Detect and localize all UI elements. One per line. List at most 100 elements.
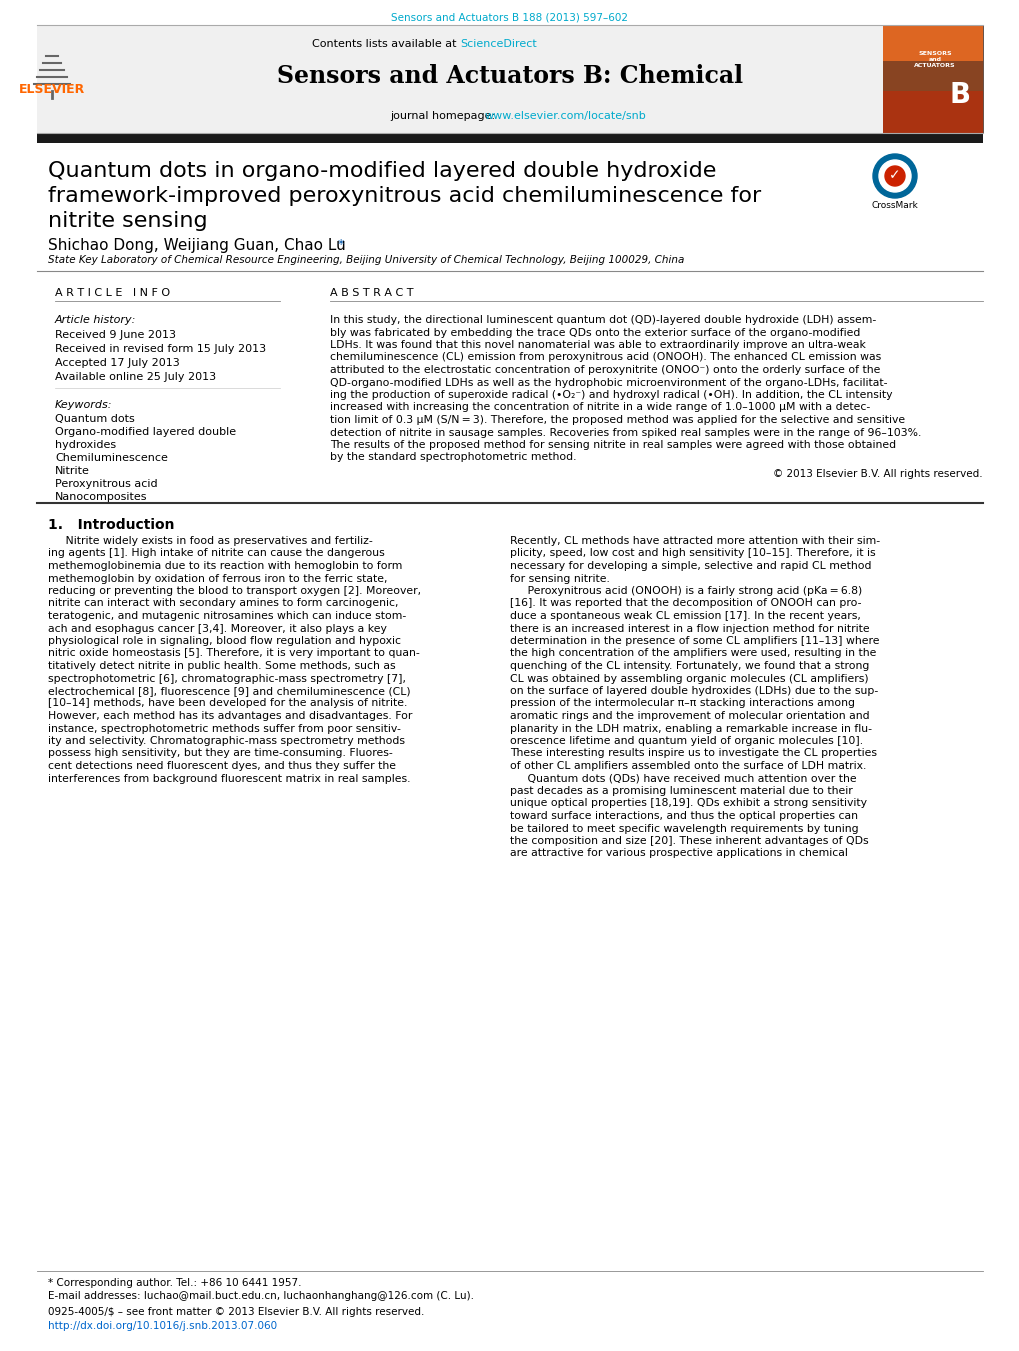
Text: orescence lifetime and quantum yield of organic molecules [10].: orescence lifetime and quantum yield of … [510,736,862,746]
Bar [882,91,982,132]
Text: Peroxynitrous acid: Peroxynitrous acid [55,480,158,489]
Text: unique optical properties [18,19]. QDs exhibit a strong sensitivity: unique optical properties [18,19]. QDs e… [510,798,866,808]
Text: Nitrite: Nitrite [55,466,90,476]
Text: chemiluminescence (CL) emission from peroxynitrous acid (ONOOH). The enhanced CL: chemiluminescence (CL) emission from per… [330,353,880,362]
Text: ing the production of superoxide radical (•O₂⁻) and hydroxyl radical (•OH). In a: ing the production of superoxide radical… [330,390,892,400]
Text: nitric oxide homeostasis [5]. Therefore, it is very important to quan-: nitric oxide homeostasis [5]. Therefore,… [48,648,420,658]
Text: there is an increased interest in a flow injection method for nitrite: there is an increased interest in a flow… [510,624,869,634]
Text: for sensing nitrite.: for sensing nitrite. [510,574,609,584]
Text: In this study, the directional luminescent quantum dot (QD)-layered double hydro: In this study, the directional luminesce… [330,315,875,326]
Circle shape [878,159,910,192]
Text: interferences from background fluorescent matrix in real samples.: interferences from background fluorescen… [48,774,410,784]
Text: Chemiluminescence: Chemiluminescence [55,453,168,463]
Circle shape [872,154,916,199]
Text: Article history:: Article history: [55,315,137,326]
Text: Quantum dots in organo-modified layered double hydroxide: Quantum dots in organo-modified layered … [48,161,715,181]
Text: Recently, CL methods have attracted more attention with their sim-: Recently, CL methods have attracted more… [510,536,879,546]
Text: Sensors and Actuators B 188 (2013) 597–602: Sensors and Actuators B 188 (2013) 597–6… [391,14,628,23]
Text: [16]. It was reported that the decomposition of ONOOH can pro-: [16]. It was reported that the decomposi… [510,598,861,608]
Text: www.elsevier.com/locate/snb: www.elsevier.com/locate/snb [484,111,646,122]
Text: * Corresponding author. Tel.: +86 10 6441 1957.: * Corresponding author. Tel.: +86 10 644… [48,1278,302,1288]
Text: Organo-modified layered double: Organo-modified layered double [55,427,235,436]
Text: detection of nitrite in sausage samples. Recoveries from spiked real samples wer: detection of nitrite in sausage samples.… [330,427,920,438]
Text: However, each method has its advantages and disadvantages. For: However, each method has its advantages … [48,711,412,721]
Text: ScienceDirect: ScienceDirect [460,39,536,49]
Text: Keywords:: Keywords: [55,400,112,409]
Text: Shichao Dong, Weijiang Guan, Chao Lu: Shichao Dong, Weijiang Guan, Chao Lu [48,238,345,253]
Text: reducing or preventing the blood to transport oxygen [2]. Moreover,: reducing or preventing the blood to tran… [48,586,421,596]
Text: plicity, speed, low cost and high sensitivity [10–15]. Therefore, it is: plicity, speed, low cost and high sensit… [510,549,874,558]
Text: framework-improved peroxynitrous acid chemiluminescence for: framework-improved peroxynitrous acid ch… [48,186,760,205]
Text: tion limit of 0.3 μM (S/N = 3). Therefore, the proposed method was applied for t: tion limit of 0.3 μM (S/N = 3). Therefor… [330,415,904,426]
Text: 1.   Introduction: 1. Introduction [48,517,174,532]
Text: Accepted 17 July 2013: Accepted 17 July 2013 [55,358,179,367]
Text: duce a spontaneous weak CL emission [17]. In the recent years,: duce a spontaneous weak CL emission [17]… [510,611,860,621]
Text: possess high sensitivity, but they are time-consuming. Fluores-: possess high sensitivity, but they are t… [48,748,392,758]
Text: Nitrite widely exists in food as preservatives and fertiliz-: Nitrite widely exists in food as preserv… [48,536,372,546]
Text: the composition and size [20]. These inherent advantages of QDs: the composition and size [20]. These inh… [510,836,868,846]
Text: of other CL amplifiers assembled onto the surface of LDH matrix.: of other CL amplifiers assembled onto th… [510,761,865,771]
Text: methemoglobinemia due to its reaction with hemoglobin to form: methemoglobinemia due to its reaction wi… [48,561,401,571]
Text: planarity in the LDH matrix, enabling a remarkable increase in flu-: planarity in the LDH matrix, enabling a … [510,724,871,734]
Text: determination in the presence of some CL amplifiers [11–13] where: determination in the presence of some CL… [510,636,878,646]
Bar [37,132,982,143]
Text: These interesting results inspire us to investigate the CL properties: These interesting results inspire us to … [510,748,876,758]
Text: 0925-4005/$ – see front matter © 2013 Elsevier B.V. All rights reserved.: 0925-4005/$ – see front matter © 2013 El… [48,1306,424,1317]
Text: A B S T R A C T: A B S T R A C T [330,288,413,299]
Text: pression of the intermolecular π–π stacking interactions among: pression of the intermolecular π–π stack… [510,698,854,708]
Text: B: B [949,81,970,109]
Text: cent detections need fluorescent dyes, and thus they suffer the: cent detections need fluorescent dyes, a… [48,761,395,771]
Text: toward surface interactions, and thus the optical properties can: toward surface interactions, and thus th… [510,811,857,821]
Bar [882,26,982,132]
Text: titatively detect nitrite in public health. Some methods, such as: titatively detect nitrite in public heal… [48,661,395,671]
Circle shape [884,166,904,186]
Text: LDHs. It was found that this novel nanomaterial was able to extraordinarily impr: LDHs. It was found that this novel nanom… [330,340,865,350]
Text: Received in revised form 15 July 2013: Received in revised form 15 July 2013 [55,345,266,354]
Text: Quantum dots (QDs) have received much attention over the: Quantum dots (QDs) have received much at… [510,774,856,784]
Text: *: * [337,238,344,251]
Text: aromatic rings and the improvement of molecular orientation and: aromatic rings and the improvement of mo… [510,711,869,721]
Text: [10–14] methods, have been developed for the analysis of nitrite.: [10–14] methods, have been developed for… [48,698,407,708]
Text: the high concentration of the amplifiers were used, resulting in the: the high concentration of the amplifiers… [510,648,875,658]
Text: Nanocomposites: Nanocomposites [55,492,148,503]
Text: Peroxynitrous acid (ONOOH) is a fairly strong acid (pKa = 6.8): Peroxynitrous acid (ONOOH) is a fairly s… [510,586,861,596]
Text: attributed to the electrostatic concentration of peroxynitrite (ONOO⁻) onto the : attributed to the electrostatic concentr… [330,365,879,376]
Text: be tailored to meet specific wavelength requirements by tuning: be tailored to meet specific wavelength … [510,824,858,834]
Text: past decades as a promising luminescent material due to their: past decades as a promising luminescent … [510,786,852,796]
Text: bly was fabricated by embedding the trace QDs onto the exterior surface of the o: bly was fabricated by embedding the trac… [330,327,860,338]
Text: Contents lists available at: Contents lists available at [312,39,460,49]
Text: SENSORS
and
ACTUATORS: SENSORS and ACTUATORS [913,51,955,68]
Text: CL was obtained by assembling organic molecules (CL amplifiers): CL was obtained by assembling organic mo… [510,674,868,684]
Text: A R T I C L E   I N F O: A R T I C L E I N F O [55,288,170,299]
Bar [882,26,982,61]
Text: QD-organo-modified LDHs as well as the hydrophobic microenvironment of the organ: QD-organo-modified LDHs as well as the h… [330,377,887,388]
Text: nitrite can interact with secondary amines to form carcinogenic,: nitrite can interact with secondary amin… [48,598,398,608]
Text: E-mail addresses: luchao@mail.buct.edu.cn, luchaonhanghang@126.com (C. Lu).: E-mail addresses: luchao@mail.buct.edu.c… [48,1292,474,1301]
Text: Quantum dots: Quantum dots [55,413,135,424]
Text: on the surface of layered double hydroxides (LDHs) due to the sup-: on the surface of layered double hydroxi… [510,686,877,696]
Text: ach and esophagus cancer [3,4]. Moreover, it also plays a key: ach and esophagus cancer [3,4]. Moreover… [48,624,386,634]
Text: teratogenic, and mutagenic nitrosamines which can induce stom-: teratogenic, and mutagenic nitrosamines … [48,611,406,621]
Text: Available online 25 July 2013: Available online 25 July 2013 [55,372,216,382]
Text: CrossMark: CrossMark [871,201,917,209]
Text: Sensors and Actuators B: Chemical: Sensors and Actuators B: Chemical [277,63,742,88]
Text: The results of the proposed method for sensing nitrite in real samples were agre: The results of the proposed method for s… [330,440,896,450]
Text: quenching of the CL intensity. Fortunately, we found that a strong: quenching of the CL intensity. Fortunate… [510,661,868,671]
Text: ELSEVIER: ELSEVIER [19,82,85,96]
Text: nitrite sensing: nitrite sensing [48,211,208,231]
Text: ity and selectivity. Chromatographic-mass spectrometry methods: ity and selectivity. Chromatographic-mas… [48,736,405,746]
Text: ing agents [1]. High intake of nitrite can cause the dangerous: ing agents [1]. High intake of nitrite c… [48,549,384,558]
Text: Received 9 June 2013: Received 9 June 2013 [55,330,176,340]
Text: electrochemical [8], fluorescence [9] and chemiluminescence (CL): electrochemical [8], fluorescence [9] an… [48,686,411,696]
Text: increased with increasing the concentration of nitrite in a wide range of 1.0–10: increased with increasing the concentrat… [330,403,869,412]
Text: ✓: ✓ [889,168,900,182]
Bar [37,26,882,132]
Text: by the standard spectrophotometric method.: by the standard spectrophotometric metho… [330,453,576,462]
Text: http://dx.doi.org/10.1016/j.snb.2013.07.060: http://dx.doi.org/10.1016/j.snb.2013.07.… [48,1321,277,1331]
Text: © 2013 Elsevier B.V. All rights reserved.: © 2013 Elsevier B.V. All rights reserved… [772,469,982,480]
Text: spectrophotometric [6], chromatographic-mass spectrometry [7],: spectrophotometric [6], chromatographic-… [48,674,406,684]
Text: physiological role in signaling, blood flow regulation and hypoxic: physiological role in signaling, blood f… [48,636,400,646]
Text: hydroxides: hydroxides [55,440,116,450]
Text: instance, spectrophotometric methods suffer from poor sensitiv-: instance, spectrophotometric methods suf… [48,724,400,734]
Text: State Key Laboratory of Chemical Resource Engineering, Beijing University of Che: State Key Laboratory of Chemical Resourc… [48,255,684,265]
